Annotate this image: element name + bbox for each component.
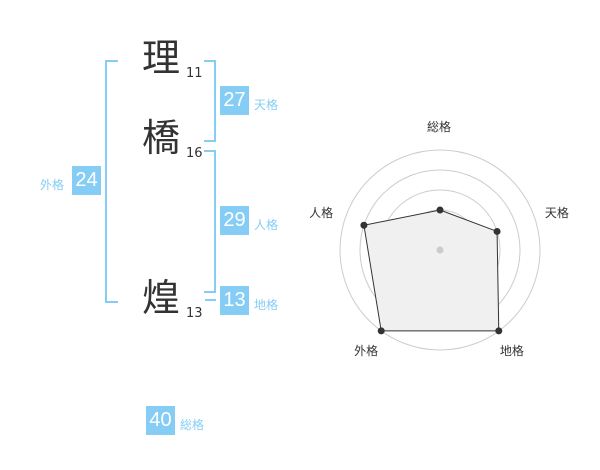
name-char-2: 橋 [141,116,180,160]
radar-center [436,246,444,254]
soukaku-label: 総格 [180,418,205,432]
radar-ring [339,149,541,351]
gaikaku-label: 外格 [40,178,65,192]
radar-axis-label: 天格 [544,205,569,220]
jinkaku-label: 人格 [254,218,279,232]
soukaku-value: 40 [146,406,175,435]
radar-point-2 [495,327,503,335]
radar-area [363,209,500,332]
strokes-char-1: 11 [186,66,203,81]
strokes-char-2: 16 [186,146,203,161]
gaikaku-value: 24 [72,166,101,195]
jinkaku-bracket [204,150,216,293]
radar-axis-label: 人格 [309,205,334,220]
name-char-1: 理 [141,36,180,80]
tenkaku-value: 27 [220,86,249,115]
radar-point-1 [493,227,501,235]
radar-point-4 [360,221,368,229]
jinkaku-value: 29 [220,206,249,235]
chikaku-value: 13 [220,286,249,315]
chikaku-connector [205,299,216,301]
gaikaku-bracket [105,60,118,303]
name-char-3: 煌 [141,276,180,320]
radar-axis-label: 地格 [499,344,524,359]
radar-point-0 [436,206,444,214]
tenkaku-label: 天格 [254,98,279,112]
chikaku-label: 地格 [254,298,279,312]
radar-axis-label: 総格 [427,120,452,134]
radar-axis-label: 外格 [354,344,379,359]
tenkaku-bracket [204,60,216,142]
radar-point-3 [377,327,385,335]
strokes-char-3: 13 [186,306,203,321]
